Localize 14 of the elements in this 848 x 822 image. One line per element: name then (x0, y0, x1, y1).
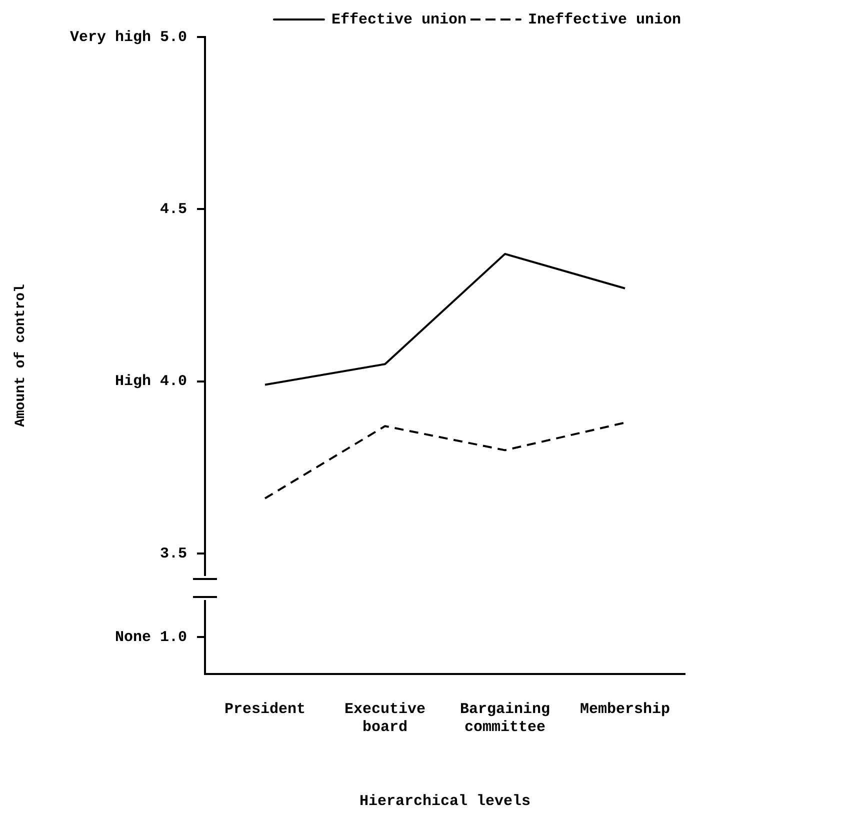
y-tick-label: Very high 5.0 (70, 28, 187, 46)
legend-label: Effective union (331, 11, 466, 28)
x-tick-label: Membership (580, 700, 670, 718)
text: None 1.0 (114, 628, 187, 646)
x-tick-label: Bargaining committee (460, 700, 550, 736)
x-tick-label: President (224, 700, 306, 718)
y-tick-label: 4.5 (160, 200, 187, 218)
y-tick-label: High 4.0 (114, 373, 187, 390)
y-tick-label: 3.5 (160, 545, 187, 562)
x-tick-label: Executive board (344, 700, 426, 736)
x-axis-title: Hierarchical levels (359, 792, 531, 810)
line-series (264, 422, 626, 500)
y-axis-title: Amount of control (12, 284, 29, 427)
legend-label: Ineffective union (528, 11, 682, 28)
